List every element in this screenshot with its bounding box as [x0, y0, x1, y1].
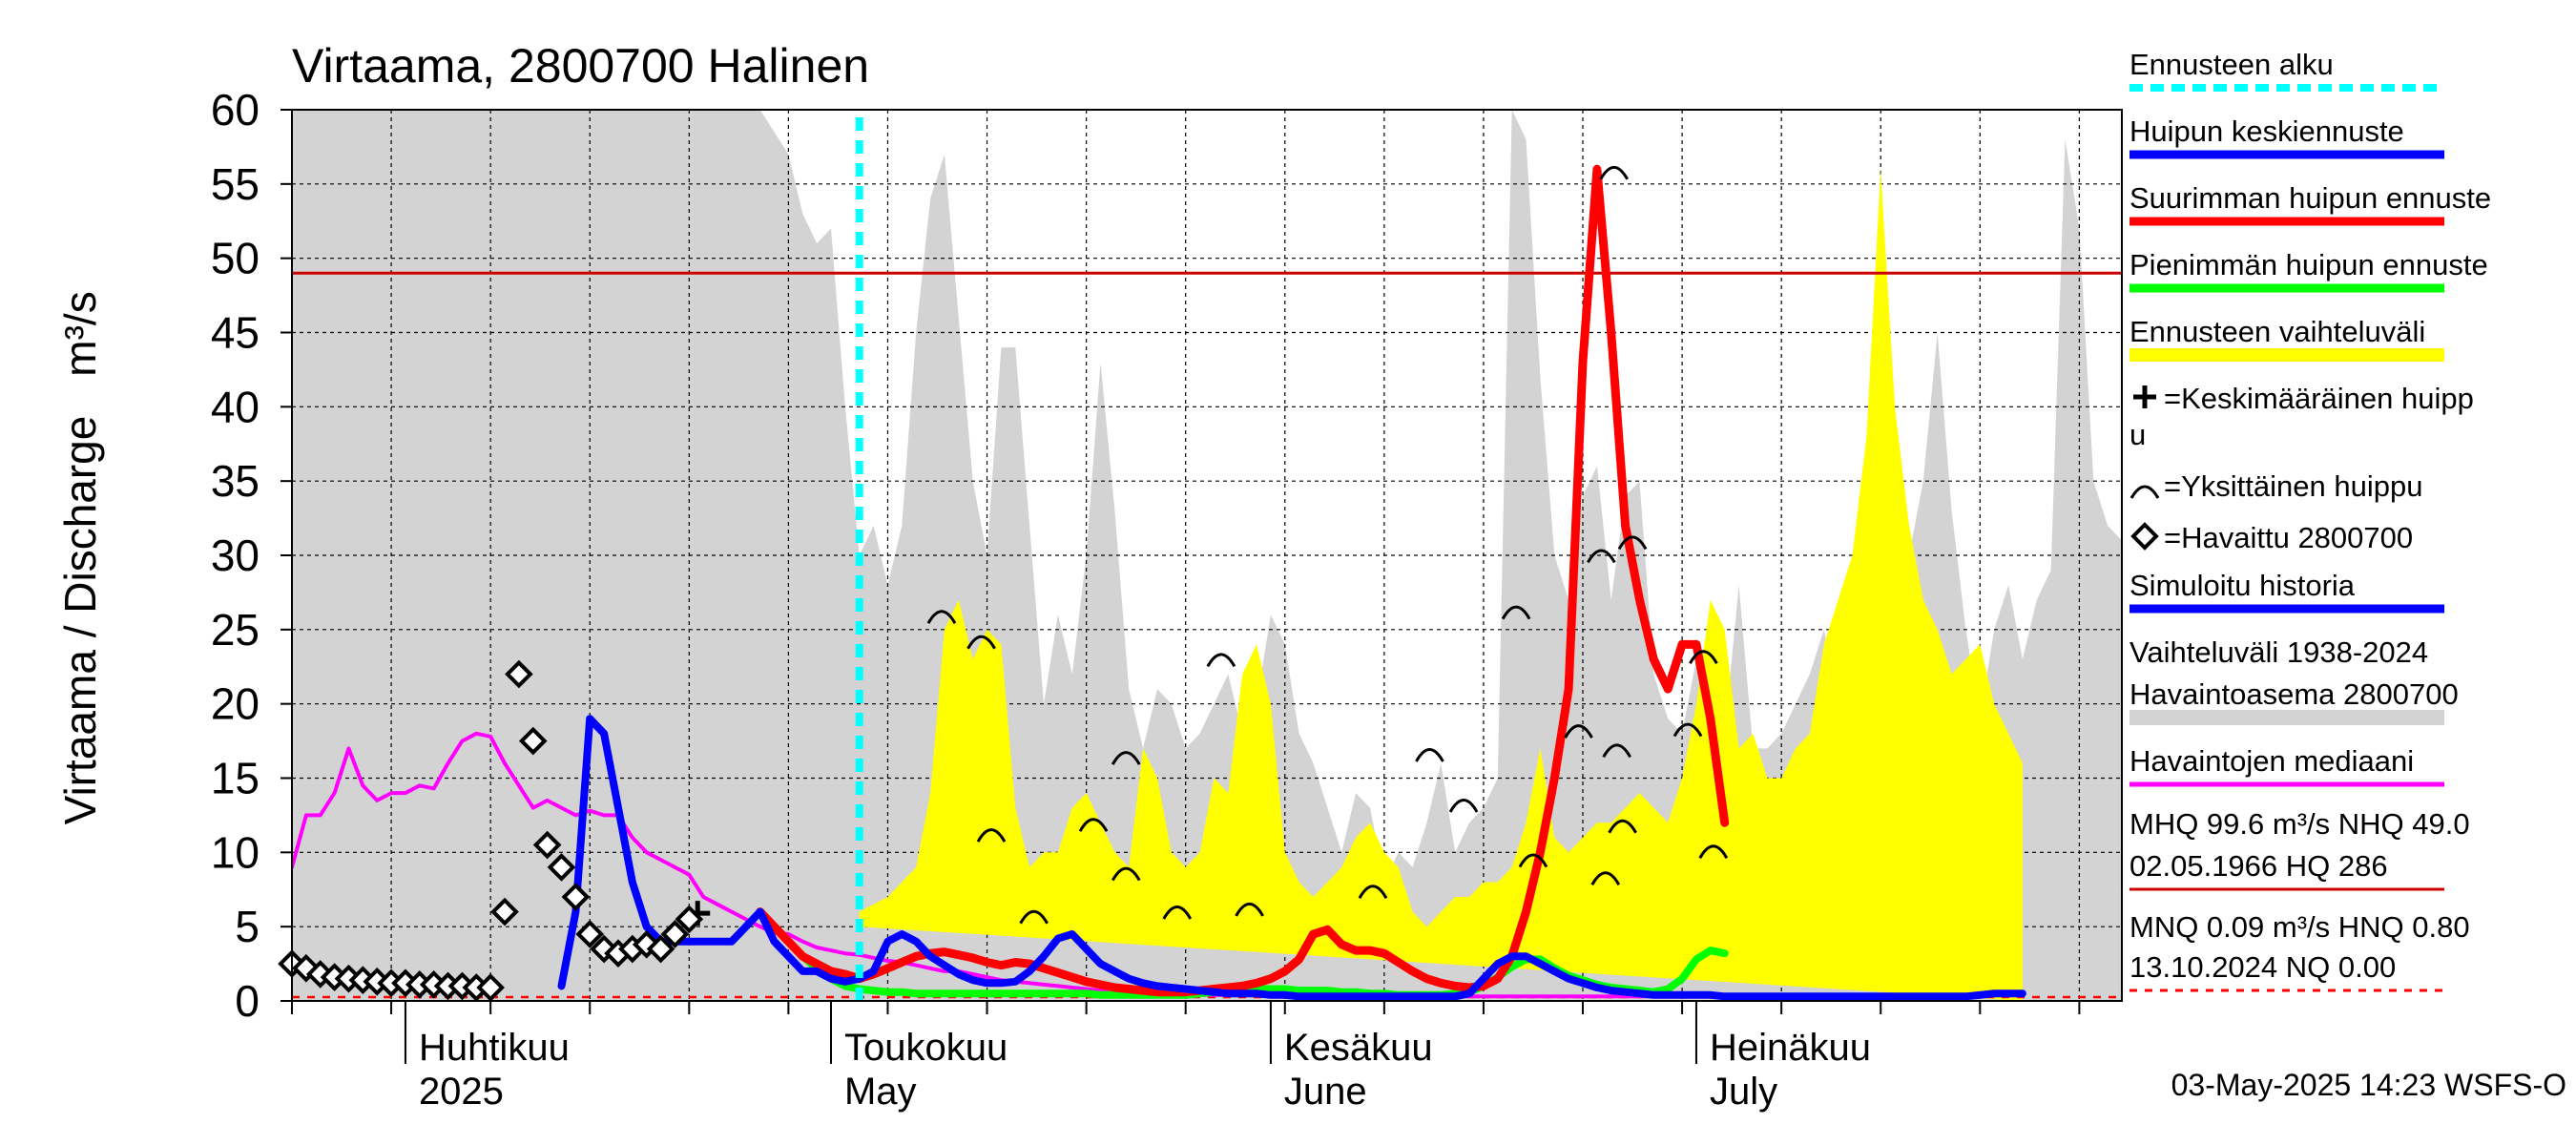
x-month-label: Heinäkuu	[1710, 1027, 1871, 1069]
legend-label: MNQ 0.09 m³/s HNQ 0.80	[2129, 910, 2470, 944]
observed-point	[518, 726, 548, 756]
chart-title: Virtaama, 2800700 Halinen	[292, 39, 869, 93]
single-peak-marker	[1111, 751, 1141, 765]
legend-label: Havaintojen mediaani	[2129, 744, 2414, 778]
observed-point	[476, 973, 505, 1002]
observed-point	[590, 934, 618, 964]
single-peak-marker	[1358, 885, 1388, 900]
single-peak-marker	[926, 610, 957, 625]
observed-point	[575, 920, 605, 948]
peak-markers	[278, 165, 1729, 1002]
y-tick-label: 15	[211, 754, 260, 803]
legend-label: Suurimman huipun ennuste	[2129, 181, 2491, 215]
legend-label: Simuloitu historia	[2129, 569, 2356, 602]
timestamp-label: 03-May-2025 14:23 WSFS-O	[2171, 1068, 2566, 1102]
y-tick-label: 5	[235, 902, 260, 951]
single-peak-marker	[1689, 650, 1718, 665]
single-peak-marker	[1672, 722, 1703, 738]
single-peak-marker	[966, 635, 996, 650]
single-peak-marker	[1501, 605, 1531, 620]
single-peak-marker	[1206, 653, 1236, 668]
y-tick-label: 45	[211, 308, 260, 358]
single-peak-marker	[1587, 549, 1616, 564]
y-tick-label: 10	[211, 827, 260, 877]
x-year-label: June	[1284, 1071, 1367, 1113]
single-peak-marker	[1415, 748, 1444, 762]
single-peak-marker	[1698, 844, 1729, 859]
legend: Ennusteen alku Huipun keskiennuste Suurimm…	[2129, 48, 2491, 992]
legend-label: =Yksittäinen huippu	[2164, 469, 2422, 503]
single-peak-marker	[1162, 906, 1193, 920]
observed-point	[532, 830, 562, 860]
legend-label: Ennusteen vaihteluväli	[2129, 315, 2425, 348]
single-peak-marker	[1111, 866, 1141, 882]
observed-point	[646, 934, 675, 964]
legend-label: Vaihteluväli 1938-2024	[2129, 635, 2428, 669]
observed-point	[547, 853, 576, 882]
legend-diamond-icon	[2130, 522, 2159, 551]
legend-label: Ennusteen alku	[2129, 48, 2334, 81]
single-peak-marker	[1448, 798, 1479, 813]
legend-label-line2: 02.05.1966 HQ 286	[2129, 849, 2388, 883]
series-line-suurimman-huipun-ennuste	[756, 164, 1730, 997]
y-tick-label: 55	[211, 159, 260, 209]
observed-point	[561, 883, 591, 911]
single-peak-marker	[1564, 724, 1593, 739]
legend-label-line2: Havaintoasema 2800700	[2129, 677, 2459, 711]
legend-label: Huipun keskiennuste	[2129, 114, 2404, 148]
legend-label: Pienimmän huipun ennuste	[2129, 248, 2488, 281]
y-axis-unit: m³/s	[55, 291, 105, 376]
x-month-label: Toukokuu	[844, 1027, 1008, 1069]
single-peak-marker	[1518, 853, 1548, 868]
observed-point	[660, 920, 690, 948]
single-peak-marker	[1019, 909, 1049, 925]
legend-arc-icon	[2129, 485, 2160, 499]
legend-label-line2: u	[2129, 418, 2146, 451]
series-lines	[292, 117, 2122, 1001]
legend-label: =Keskimääräinen huipp	[2164, 382, 2474, 415]
single-peak-marker	[1078, 818, 1109, 832]
series-line-huipun-keskiennuste	[557, 715, 2026, 1001]
observed-point	[675, 905, 704, 934]
historical-range-band	[292, 110, 2122, 1001]
legend-label: =Havaittu 2800700	[2164, 521, 2413, 554]
x-year-label: May	[844, 1071, 917, 1113]
single-peak-marker	[1617, 535, 1648, 551]
x-year-label: July	[1710, 1071, 1777, 1113]
y-tick-label: 60	[211, 85, 260, 135]
y-tick-label: 0	[235, 976, 260, 1026]
y-axis-label: Virtaama / Discharge	[55, 416, 105, 825]
x-month-label: Huhtikuu	[419, 1027, 570, 1069]
single-peak-marker	[976, 828, 1007, 843]
single-peak-marker	[1602, 743, 1631, 759]
legend-label: MHQ 99.6 m³/s NHQ 49.0	[2129, 807, 2470, 841]
y-tick-label: 50	[211, 234, 260, 283]
y-tick-label: 25	[211, 605, 260, 655]
forecast-range-band	[859, 169, 2023, 1001]
observed-point	[490, 897, 519, 926]
x-month-label: Kesäkuu	[1284, 1027, 1433, 1069]
x-year-label: 2025	[419, 1071, 504, 1113]
y-axis-label-group: Virtaama / Discharge m³/s	[55, 291, 105, 824]
single-peak-marker	[1590, 871, 1621, 885]
observed-point	[632, 930, 661, 959]
observed-point	[505, 659, 533, 689]
y-tick-label: 30	[211, 531, 260, 580]
forecast-range-area	[859, 169, 2023, 1001]
single-peak-marker	[1608, 819, 1637, 834]
y-tick-label: 40	[211, 382, 260, 431]
y-tick-label: 35	[211, 456, 260, 506]
single-peak-marker	[1235, 902, 1264, 917]
legend-label-line2: 13.10.2024 NQ 0.00	[2129, 950, 2396, 984]
axes: 051015202530354045505560Huhtikuu2025Touk…	[211, 85, 2081, 1113]
single-peak-marker	[1599, 165, 1630, 180]
legend-plus-icon	[2133, 385, 2156, 408]
y-tick-label: 20	[211, 679, 260, 729]
historical-range-area	[292, 110, 2122, 1001]
